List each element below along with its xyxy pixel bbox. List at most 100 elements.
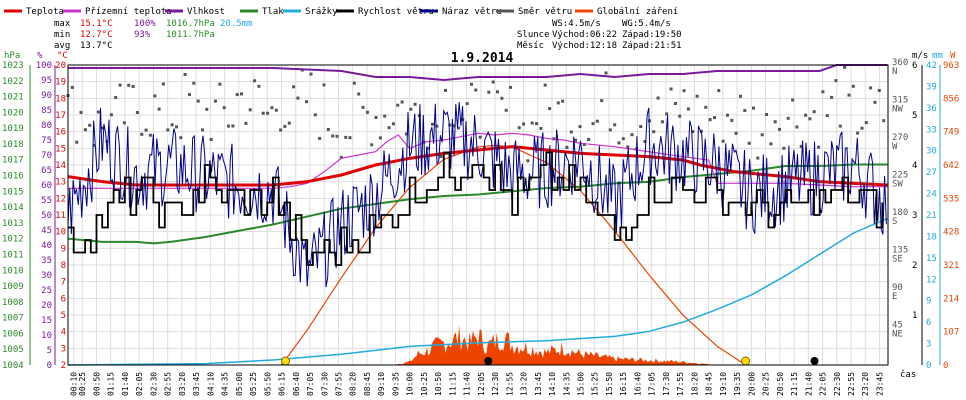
wind-direction-point	[426, 146, 430, 150]
tick-hpa-1020: 1020	[2, 108, 24, 118]
wind-direction-point	[227, 124, 230, 128]
tick-time-20: 08:20	[349, 372, 358, 396]
wind-direction-point	[756, 156, 760, 160]
wind-direction-point	[613, 123, 617, 127]
wind-direction-point	[569, 130, 573, 134]
left-axes: 1004100510061007100810091010101110121013…	[2, 61, 66, 371]
tick-c-11: 11	[55, 211, 66, 221]
tick-c-2: 2	[61, 361, 66, 371]
tick-time-33: 13:45	[534, 372, 543, 396]
sunset-marker	[741, 356, 751, 366]
stats-min-label: min	[54, 30, 70, 40]
tick-time-46: 19:10	[719, 372, 728, 396]
tick-time-14: 05:50	[263, 372, 272, 396]
legend: Teplota Přízemní teplota Vlhkost Tlak Srážky…	[4, 7, 678, 17]
wind-direction-point	[717, 89, 721, 93]
wind-direction-point	[361, 105, 365, 109]
tick-pct-35: 35	[41, 256, 52, 266]
tick-hpa-1018: 1018	[2, 140, 24, 150]
wind-direction-point	[266, 111, 270, 115]
tick-time-50: 20:50	[776, 372, 785, 396]
tick-time-48: 20:00	[747, 372, 756, 396]
tick-hpa-1005: 1005	[2, 345, 24, 355]
wind-direction-point	[643, 140, 647, 143]
series-rychlost-vetru	[68, 151, 884, 266]
wind-direction-point	[660, 120, 664, 124]
wind-direction-point	[413, 102, 417, 106]
tick-dir-code-45: NE	[892, 330, 903, 340]
series-vlhkost	[68, 64, 888, 82]
tick-time-53: 22:05	[819, 372, 828, 396]
tick-pct-100: 100	[36, 61, 52, 71]
tick-ms-6: 6	[912, 61, 917, 71]
tick-c-4: 4	[61, 328, 66, 338]
wind-direction-point	[448, 123, 452, 127]
wind-direction-point	[838, 124, 842, 128]
wind-direction-point	[235, 93, 239, 97]
tick-dir-360: 360	[892, 58, 908, 68]
astro-block: WS:4.5m/s WG:5.4m/s Slunce Východ:06:22 …	[517, 19, 682, 51]
axis-unit-w: W	[950, 51, 956, 61]
wind-direction-point	[253, 79, 257, 83]
tick-dir-315: 315	[892, 96, 908, 106]
wind-direction-point	[673, 102, 677, 105]
wind-direction-point	[760, 133, 764, 137]
wind-speed-summary: WS:4.5m/s	[552, 19, 601, 29]
tick-mm-0: 0	[926, 361, 931, 371]
stats-max-press: 1016.7hPa	[166, 19, 215, 29]
tick-dir-225: 225	[892, 171, 908, 181]
tick-mm-39: 39	[926, 82, 937, 92]
tick-rad-0: 0	[943, 361, 948, 371]
wind-direction-point	[799, 144, 803, 148]
wind-direction-point	[708, 118, 712, 122]
tick-time-49: 20:25	[762, 372, 771, 396]
wind-direction-point	[535, 122, 539, 126]
wind-direction-point	[352, 81, 356, 85]
tick-rad-321: 321	[943, 261, 959, 271]
axis-unit-pct: %	[37, 51, 43, 61]
wind-direction-point	[101, 126, 105, 130]
wind-direction-point	[79, 111, 83, 114]
tick-time-25: 10:25	[420, 372, 429, 396]
wind-direction-point	[778, 127, 781, 131]
wind-direction-point	[608, 128, 612, 132]
tick-hpa-1016: 1016	[2, 172, 24, 182]
tick-dir-90: 90	[892, 283, 903, 293]
wind-direction-point	[600, 99, 604, 103]
tick-c-5: 5	[61, 311, 66, 321]
tick-hpa-1013: 1013	[2, 219, 24, 229]
tick-c-16: 16	[55, 128, 66, 138]
tick-mm-30: 30	[926, 147, 937, 157]
tick-pct-10: 10	[41, 331, 52, 341]
wind-direction-point	[825, 114, 829, 118]
wind-direction-point	[196, 99, 200, 103]
wind-direction-point	[114, 96, 118, 99]
wind-direction-point	[691, 130, 695, 134]
tick-c-15: 15	[55, 144, 66, 154]
wind-direction-point	[209, 138, 213, 141]
wind-direction-point	[175, 125, 178, 129]
legend-label-7: Směr větru	[518, 7, 572, 17]
tick-time-3: 01:15	[107, 372, 116, 396]
wind-direction-point	[222, 106, 226, 110]
tick-time-45: 18:45	[705, 372, 714, 396]
wind-direction-point	[131, 85, 135, 88]
wind-direction-point	[279, 128, 283, 132]
tick-dir-code-180: S	[892, 217, 897, 227]
tick-mm-33: 33	[926, 125, 937, 135]
wind-direction-point	[170, 123, 174, 127]
tick-pct-20: 20	[41, 301, 52, 311]
tick-time-10: 04:10	[206, 372, 215, 396]
tick-time-18: 07:30	[320, 372, 329, 396]
tick-rad-963: 963	[943, 61, 959, 71]
tick-time-19: 07:55	[334, 372, 343, 396]
wind-direction-point	[765, 113, 768, 116]
wind-direction-point	[118, 83, 122, 87]
tick-mm-3: 3	[926, 340, 931, 350]
tick-c-8: 8	[61, 261, 66, 271]
legend-label-4: Srážky	[305, 7, 338, 17]
tick-hpa-1021: 1021	[2, 93, 24, 103]
tick-time-1: 00:25	[78, 372, 87, 396]
tick-c-3: 3	[61, 344, 66, 354]
wind-direction-point	[474, 88, 478, 92]
